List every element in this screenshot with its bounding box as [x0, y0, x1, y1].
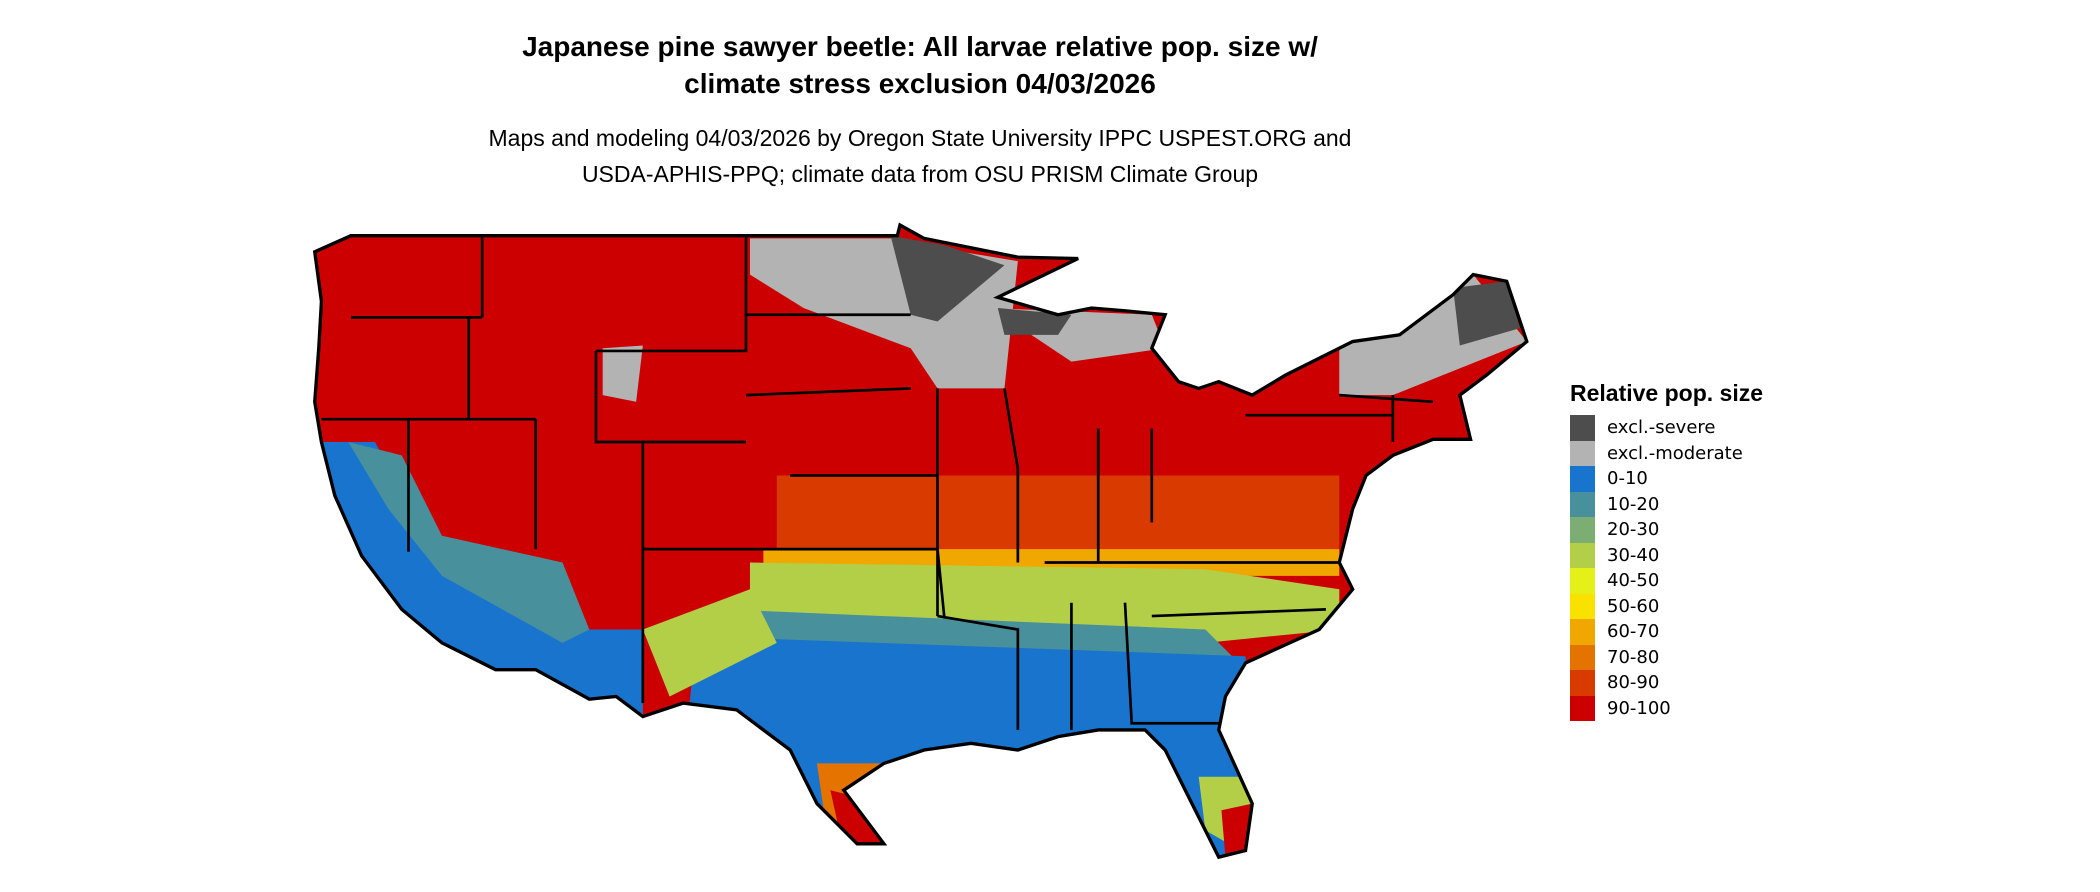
- legend-label: 90-100: [1607, 697, 1671, 719]
- legend-swatch: [1570, 415, 1595, 441]
- legend-label: 80-90: [1607, 672, 1660, 694]
- state-borders: [321, 235, 1434, 730]
- legend-item: 20-30: [1570, 517, 1763, 543]
- map-subtitle-line2: USDA-APHIS-PPQ; climate data from OSU PR…: [581, 161, 1259, 187]
- map-title-line1: Japanese pine sawyer beetle: All larvae …: [522, 31, 1318, 62]
- map-subtitle-line1: Maps and modeling 04/03/2026 by Oregon S…: [488, 125, 1352, 151]
- legend-swatch: [1570, 542, 1595, 568]
- legend-item: 70-80: [1570, 644, 1763, 670]
- legend-swatch: [1570, 491, 1595, 517]
- legend-swatch: [1570, 593, 1595, 619]
- zone-excl-severe-maine: [1453, 281, 1521, 346]
- legend-label: 70-80: [1607, 646, 1660, 668]
- legend-swatch: [1570, 517, 1595, 543]
- legend-swatch: [1570, 695, 1595, 721]
- zone-excl-severe-mn: [890, 235, 1005, 322]
- legend-swatch: [1570, 440, 1595, 466]
- legend-swatch: [1570, 619, 1595, 645]
- legend-item: 30-40: [1570, 542, 1763, 568]
- legend: Relative pop. size excl.-severe excl.-mod…: [1570, 380, 1763, 721]
- legend-item: 10-20: [1570, 491, 1763, 517]
- legend-item: 90-100: [1570, 695, 1763, 721]
- legend-item: 50-60: [1570, 593, 1763, 619]
- legend-label: 30-40: [1607, 544, 1660, 566]
- legend-item: 40-50: [1570, 568, 1763, 594]
- zone-excl-severe-up: [997, 308, 1072, 335]
- legend-label: 10-20: [1607, 493, 1660, 515]
- legend-label: excl.-moderate: [1607, 442, 1743, 464]
- legend-swatch: [1570, 466, 1595, 492]
- legend-label: 20-30: [1607, 519, 1660, 541]
- legend-item: excl.-severe: [1570, 415, 1763, 441]
- legend-label: 40-50: [1607, 570, 1660, 592]
- legend-swatch: [1570, 670, 1595, 696]
- legend-label: excl.-severe: [1607, 417, 1716, 439]
- legend-item: 0-10: [1570, 466, 1763, 492]
- map-title-line2: climate stress exclusion 04/03/2026: [684, 68, 1156, 99]
- zone-nm-green: [642, 589, 777, 697]
- legend-item: 60-70: [1570, 619, 1763, 645]
- legend-item: 80-90: [1570, 670, 1763, 696]
- legend-title: Relative pop. size: [1570, 380, 1764, 406]
- legend-item: excl.-moderate: [1570, 440, 1763, 466]
- zone-excl-moderate-wy: [602, 345, 643, 402]
- legend-label: 60-70: [1607, 621, 1660, 643]
- zone-80-90: [776, 475, 1340, 563]
- legend-swatch: [1570, 568, 1595, 594]
- legend-label: 50-60: [1607, 595, 1660, 617]
- legend-swatch: [1570, 644, 1595, 670]
- legend-label: 0-10: [1607, 468, 1648, 490]
